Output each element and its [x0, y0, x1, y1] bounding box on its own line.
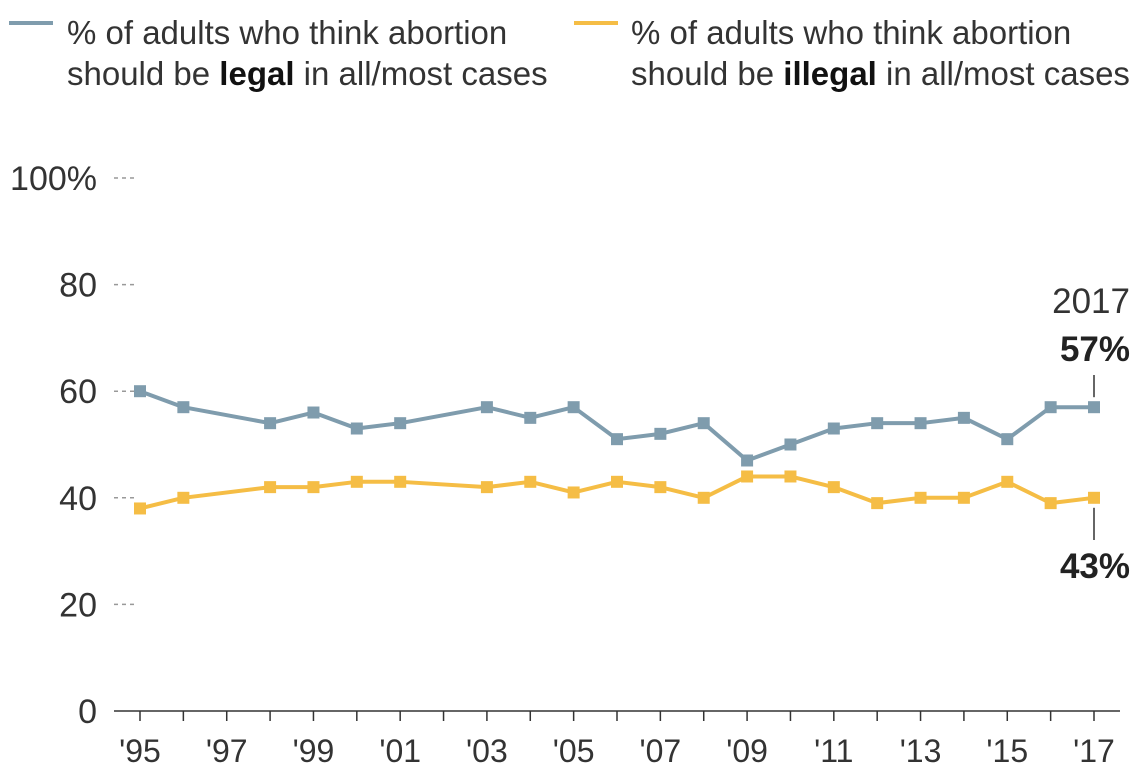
data-point-legal: [480, 401, 493, 414]
data-point-illegal: [611, 475, 623, 488]
x-tick-label: '13: [900, 733, 942, 769]
legend-item-legal: % of adults who think abortion should be…: [67, 12, 567, 94]
data-point-legal: [1001, 433, 1014, 446]
annotation-layer: 2017 57% 43%: [1052, 282, 1130, 586]
legend-label-illegal: % of adults who think abortion should be…: [631, 14, 1130, 92]
legend-label-legal: % of adults who think abortion should be…: [67, 14, 548, 92]
y-axis: 100% 80 60 40 20 0: [10, 160, 138, 731]
data-point-illegal: [480, 481, 493, 494]
data-point-illegal: [914, 491, 927, 504]
data-point-illegal: [177, 491, 190, 504]
data-point-legal: [1044, 401, 1057, 414]
data-point-illegal: [1044, 497, 1057, 510]
data-point-illegal: [394, 475, 407, 488]
legend-swatch-illegal: [574, 21, 618, 25]
data-point-illegal: [264, 481, 277, 494]
legend-item-illegal: % of adults who think abortion should be…: [631, 12, 1131, 94]
data-point-illegal: [784, 470, 797, 483]
x-tick-label: '15: [986, 733, 1028, 769]
x-tick-label: '97: [206, 733, 248, 769]
data-point-legal: [871, 417, 884, 430]
y-tick-label: 0: [78, 693, 97, 731]
x-tick-label: '07: [640, 733, 682, 769]
data-point-legal: [914, 417, 927, 430]
data-point-illegal: [827, 481, 840, 494]
annotation-illegal-value: 43%: [1060, 547, 1130, 586]
data-point-illegal: [741, 470, 754, 483]
x-tick-label: '05: [553, 733, 595, 769]
data-point-legal: [697, 417, 710, 430]
data-point-legal: [134, 385, 146, 398]
series-line-legal: [139, 389, 1094, 463]
x-tick-label: '03: [466, 733, 508, 769]
y-tick-label: 40: [59, 480, 97, 518]
x-tick-label: '01: [379, 733, 421, 769]
x-tick-label: '95: [119, 733, 161, 769]
x-tick-label: '11: [814, 733, 853, 769]
data-point-illegal: [871, 497, 884, 510]
data-point-legal: [567, 401, 580, 414]
x-tick-label: '99: [293, 733, 335, 769]
data-point-illegal: [957, 491, 970, 504]
annotation-year: 2017: [1052, 282, 1130, 321]
data-point-legal: [1088, 401, 1100, 414]
data-point-legal: [264, 417, 277, 430]
x-tick-label: '17: [1073, 733, 1115, 769]
data-point-legal: [741, 454, 754, 467]
data-point-illegal: [1001, 475, 1014, 488]
y-tick-label: 60: [59, 373, 97, 411]
series-layer: [134, 385, 1100, 515]
x-tick-label: '09: [726, 733, 768, 769]
legend-swatch-legal: [9, 21, 53, 25]
y-tick-label: 100%: [10, 160, 97, 198]
data-point-legal: [827, 422, 840, 435]
data-point-illegal: [654, 481, 667, 494]
data-point-legal: [784, 438, 797, 451]
data-point-illegal: [1088, 491, 1100, 504]
y-tick-label: 80: [59, 267, 97, 305]
data-point-legal: [307, 406, 320, 419]
data-point-illegal: [524, 475, 537, 488]
data-point-legal: [177, 401, 190, 414]
data-point-illegal: [134, 502, 146, 515]
data-point-legal: [394, 417, 407, 430]
data-point-legal: [654, 427, 667, 440]
data-point-illegal: [697, 491, 710, 504]
data-point-illegal: [307, 481, 320, 494]
annotation-legal-value: 57%: [1060, 330, 1130, 369]
x-axis: '95 '97 '99 '01 '03 '05 '07 '09 '11 '13 '15 '17: [114, 710, 1120, 769]
data-point-legal: [611, 433, 623, 446]
data-point-illegal: [567, 486, 580, 499]
data-point-legal: [957, 411, 970, 424]
y-tick-label: 20: [59, 586, 97, 624]
data-point-illegal: [350, 475, 363, 488]
data-point-legal: [524, 411, 537, 424]
data-point-legal: [350, 422, 363, 435]
